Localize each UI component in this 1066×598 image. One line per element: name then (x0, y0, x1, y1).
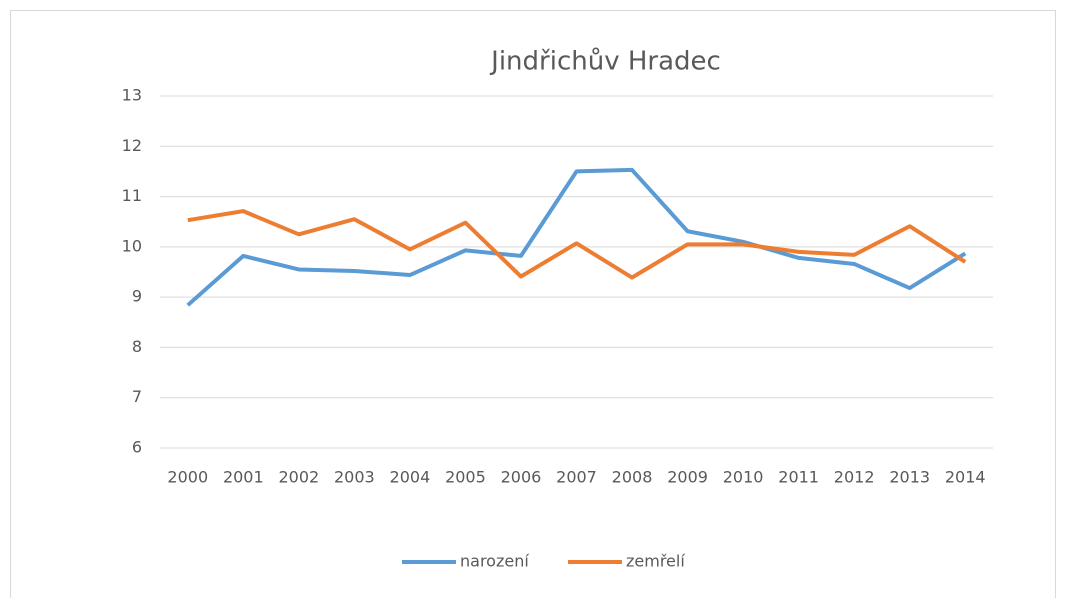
legend-label: zemřelí (626, 552, 685, 571)
x-tick-label: 2007 (556, 468, 597, 487)
x-tick-label: 2009 (667, 468, 708, 487)
x-tick-label: 2002 (278, 468, 319, 487)
series-line (187, 209, 967, 280)
x-tick-label: 2003 (334, 468, 375, 487)
x-tick-label: 2004 (390, 468, 431, 487)
y-tick-label: 7 (132, 387, 142, 406)
y-tick-label: 13 (122, 86, 142, 105)
y-tick-label: 10 (122, 236, 142, 255)
x-tick-label: 2014 (945, 468, 986, 487)
x-tick-label: 2012 (834, 468, 875, 487)
legend-label: narození (460, 552, 529, 571)
chart-frame (10, 10, 1056, 598)
x-tick-label: 2005 (445, 468, 486, 487)
y-tick-label: 6 (132, 438, 142, 457)
x-tick-label: 2000 (167, 468, 208, 487)
x-tick-label: 2013 (889, 468, 930, 487)
x-tick-label: 2011 (778, 468, 819, 487)
x-tick-label: 2006 (501, 468, 542, 487)
series-line (186, 167, 967, 307)
y-tick-label: 8 (132, 337, 142, 356)
x-tick-label: 2001 (223, 468, 264, 487)
y-tick-label: 9 (132, 287, 142, 306)
x-tick-label: 2008 (612, 468, 653, 487)
chart-title: Jindřichův Hradec (489, 47, 721, 77)
y-tick-label: 11 (122, 186, 142, 205)
y-tick-label: 12 (122, 136, 142, 155)
x-tick-label: 2010 (723, 468, 764, 487)
